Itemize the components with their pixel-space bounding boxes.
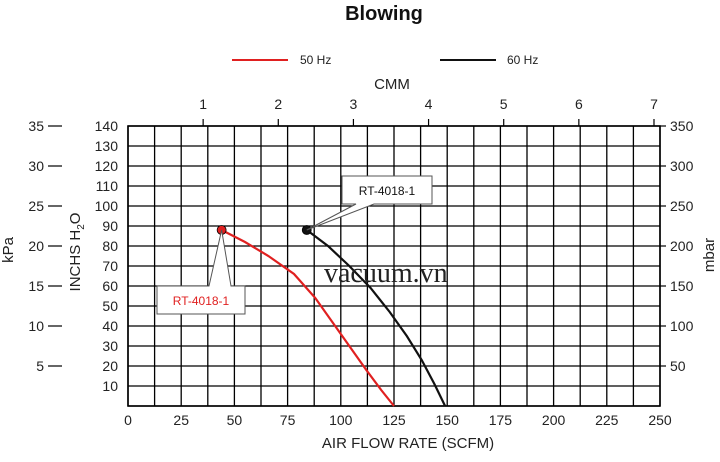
x-tick-label: 125 [382, 412, 406, 428]
y-tick-label: 70 [102, 258, 118, 274]
top-tick-label: 3 [350, 96, 358, 112]
series-line-0 [221, 229, 395, 407]
y-tick-label: 110 [96, 178, 119, 194]
top-tick-label: 2 [274, 96, 282, 112]
top-axis-title: CMM [374, 76, 410, 93]
watermark: vacuum.vn [324, 258, 448, 289]
kpa-axis-title: kPa [0, 236, 17, 263]
x-tick-label: 225 [595, 412, 619, 428]
x-tick-label: 200 [542, 412, 566, 428]
x-tick-label: 75 [280, 412, 296, 428]
y-axis-title: INCHS H2O [67, 213, 87, 292]
x-tick-label: 50 [227, 412, 243, 428]
kpa-tick-label: 30 [28, 158, 44, 174]
mbar-axis-title: mbar [701, 238, 718, 272]
kpa-tick-label: 10 [28, 318, 44, 334]
x-tick-label: 100 [329, 412, 353, 428]
y-axis-title-sub: 2 [76, 224, 87, 230]
kpa-tick-label: 15 [28, 278, 44, 294]
y-tick-label: 50 [102, 298, 118, 314]
series-line-1 [306, 229, 447, 407]
y-tick-label: 130 [95, 138, 119, 154]
legend-label-50hz: 50 Hz [300, 53, 331, 67]
y-tick-label: 100 [95, 198, 119, 214]
callout-60hz [306, 175, 433, 231]
x-axis-title: AIR FLOW RATE (SCFM) [322, 435, 494, 452]
series: RT-4018-1 RT-4018-1 [156, 175, 447, 407]
x-tick-label: 150 [436, 412, 460, 428]
y-axis-title-main: INCHS H [67, 230, 84, 292]
mbar-tick-label: 100 [670, 318, 694, 334]
top-tick-label: 7 [650, 96, 658, 112]
mbar-tick-label: 300 [670, 158, 694, 174]
y-tick-label: 20 [102, 358, 118, 374]
grid [127, 125, 661, 407]
y-tick-label: 90 [102, 218, 118, 234]
y-axis-title-end: O [67, 213, 84, 225]
legend-label-60hz: 60 Hz [507, 53, 538, 67]
mbar-tick-label: 250 [670, 198, 694, 214]
top-tick-label: 4 [425, 96, 433, 112]
kpa-tick-label: 35 [28, 118, 44, 134]
x-tick-label: 25 [173, 412, 189, 428]
top-tick-label: 5 [500, 96, 508, 112]
x-tick-label: 0 [124, 412, 132, 428]
y-tick-label: 40 [102, 318, 118, 334]
mbar-tick-label: 150 [670, 278, 694, 294]
y-tick-label: 60 [102, 278, 118, 294]
mbar-tick-label: 200 [670, 238, 694, 254]
chart-title: Blowing [345, 3, 423, 25]
y-tick-label: 30 [102, 338, 118, 354]
y-tick-label: 120 [95, 158, 119, 174]
kpa-tick-label: 5 [36, 358, 44, 374]
mbar-tick-label: 350 [670, 118, 694, 134]
x-tick-label: 250 [648, 412, 672, 428]
y-tick-label: 80 [102, 238, 118, 254]
callout-50hz [156, 229, 246, 315]
y-tick-label: 140 [95, 118, 119, 134]
kpa-tick-label: 20 [28, 238, 44, 254]
x-tick-label: 175 [489, 412, 513, 428]
kpa-tick-label: 25 [28, 198, 44, 214]
top-tick-label: 1 [199, 96, 207, 112]
callout-label-50hz: RT-4018-1 [173, 294, 230, 308]
mbar-tick-label: 50 [670, 358, 686, 374]
callout-label-60hz: RT-4018-1 [359, 184, 416, 198]
y-tick-label: 10 [102, 378, 118, 394]
top-tick-label: 6 [575, 96, 583, 112]
